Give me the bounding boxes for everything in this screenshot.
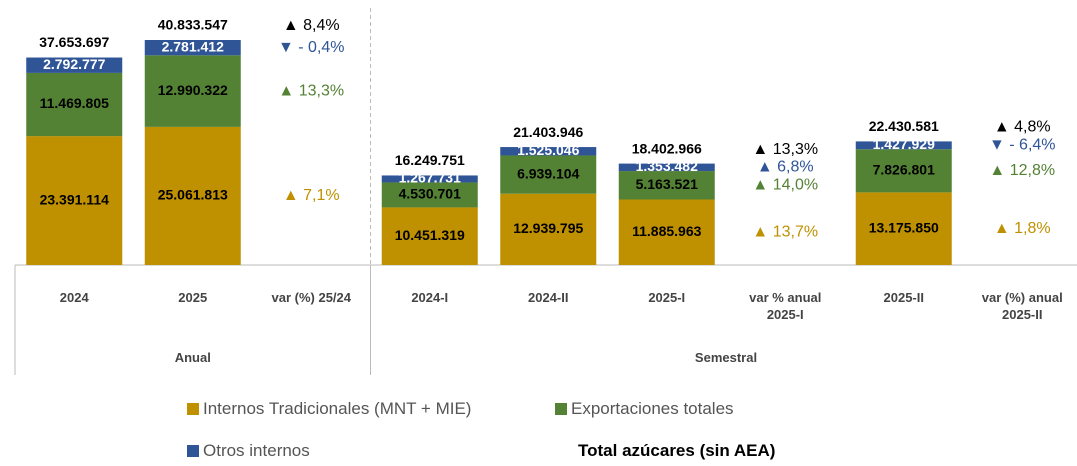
total-label: 16.249.751 [395,152,465,168]
variation-label: ▲ 13,3% [278,82,344,99]
segment-label: 2.781.412 [162,38,224,54]
bar-segment [26,136,123,265]
bar-segment [26,57,123,73]
x-tick-label: 2024 [59,290,89,305]
variation-total-label: ▲ 13,3% [752,141,818,158]
segment-label: 1.353.482 [636,158,698,174]
variation-total-label: ▲ 4,8% [994,119,1051,136]
legend-swatch [555,403,567,415]
bar-segment [500,193,597,265]
legend-item: Otros internos [187,441,310,461]
bar-segment [26,72,123,137]
variation-label: ▼ - 0,4% [278,39,345,56]
legend-item: Internos Tradicionales (MNT + MIE) [187,399,471,419]
group-label: Anual [174,350,211,365]
bar-segment [144,55,241,127]
x-tick-label: var % anual 2025-I [749,290,822,322]
variation-label: ▲ 13,7% [752,223,818,240]
bar-segment [381,207,478,265]
group-label: Semestral [694,350,758,365]
segment-label: 4.530.701 [399,186,461,202]
bar-segment [381,175,478,183]
variation-label: ▲ 7,1% [283,187,340,204]
legend-label: Exportaciones totales [571,399,734,418]
x-tick-label: var (%) anual 2025-II [981,290,1063,322]
bar-segment [381,182,478,208]
bar-segment [618,171,715,200]
segment-label: 12.939.795 [513,220,583,236]
legend-item: Exportaciones totales [555,399,734,419]
total-label: 37.653.697 [39,34,109,50]
legend-total: Total azúcares (sin AEA) [578,441,776,460]
segment-label: 1.267.731 [399,170,461,186]
total-label: 18.402.966 [632,140,702,156]
x-tick-label: 2025-I [648,290,686,305]
x-tick-label: 2024-II [528,290,569,305]
legend-swatch [187,445,199,457]
segment-label: 5.163.521 [636,176,698,192]
total-label: 22.430.581 [869,118,939,134]
bar-segment [618,163,715,172]
x-tick-label: 2024-I [411,290,449,305]
segment-label: 25.061.813 [158,187,228,203]
x-tick-label: 2025-II [883,290,924,305]
variation-label: ▲ 12,8% [989,162,1055,179]
segment-label: 11.469.805 [40,95,110,111]
segment-label: 11.885.963 [632,223,702,239]
x-tick-label: var (%) 25/24 [271,290,352,305]
legend-label: Otros internos [203,441,310,460]
bar-segment [618,199,715,265]
segment-label: 1.525.046 [517,142,579,158]
segment-label: 6.939.104 [517,165,579,181]
variation-total-label: ▲ 8,4% [283,17,340,34]
legend-label: Internos Tradicionales (MNT + MIE) [203,399,472,418]
bar-segment [144,40,241,56]
variation-label: ▲ 1,8% [994,220,1051,237]
bar-segment [144,126,241,265]
bar-segment [500,147,597,156]
variation-label: ▼ - 6,4% [989,137,1056,154]
bar-segment [855,141,952,150]
x-tick-label: 2025 [178,290,208,305]
total-label: 21.403.946 [513,124,583,140]
segment-label: 1.427.929 [873,136,935,152]
segment-label: 7.826.801 [873,162,935,178]
legend-swatch [187,403,199,415]
segment-label: 12.990.322 [158,82,228,98]
variation-label: ▲ 6,8% [757,159,814,176]
segment-label: 2.792.777 [43,56,105,72]
total-label: 40.833.547 [158,17,228,33]
bar-segment [500,155,597,194]
bar-segment [855,149,952,193]
variation-label: ▲ 14,0% [752,176,818,193]
bar-segment [855,192,952,265]
segment-label: 13.175.850 [869,219,939,235]
segment-label: 23.391.114 [40,191,110,207]
segment-label: 10.451.319 [395,227,465,243]
